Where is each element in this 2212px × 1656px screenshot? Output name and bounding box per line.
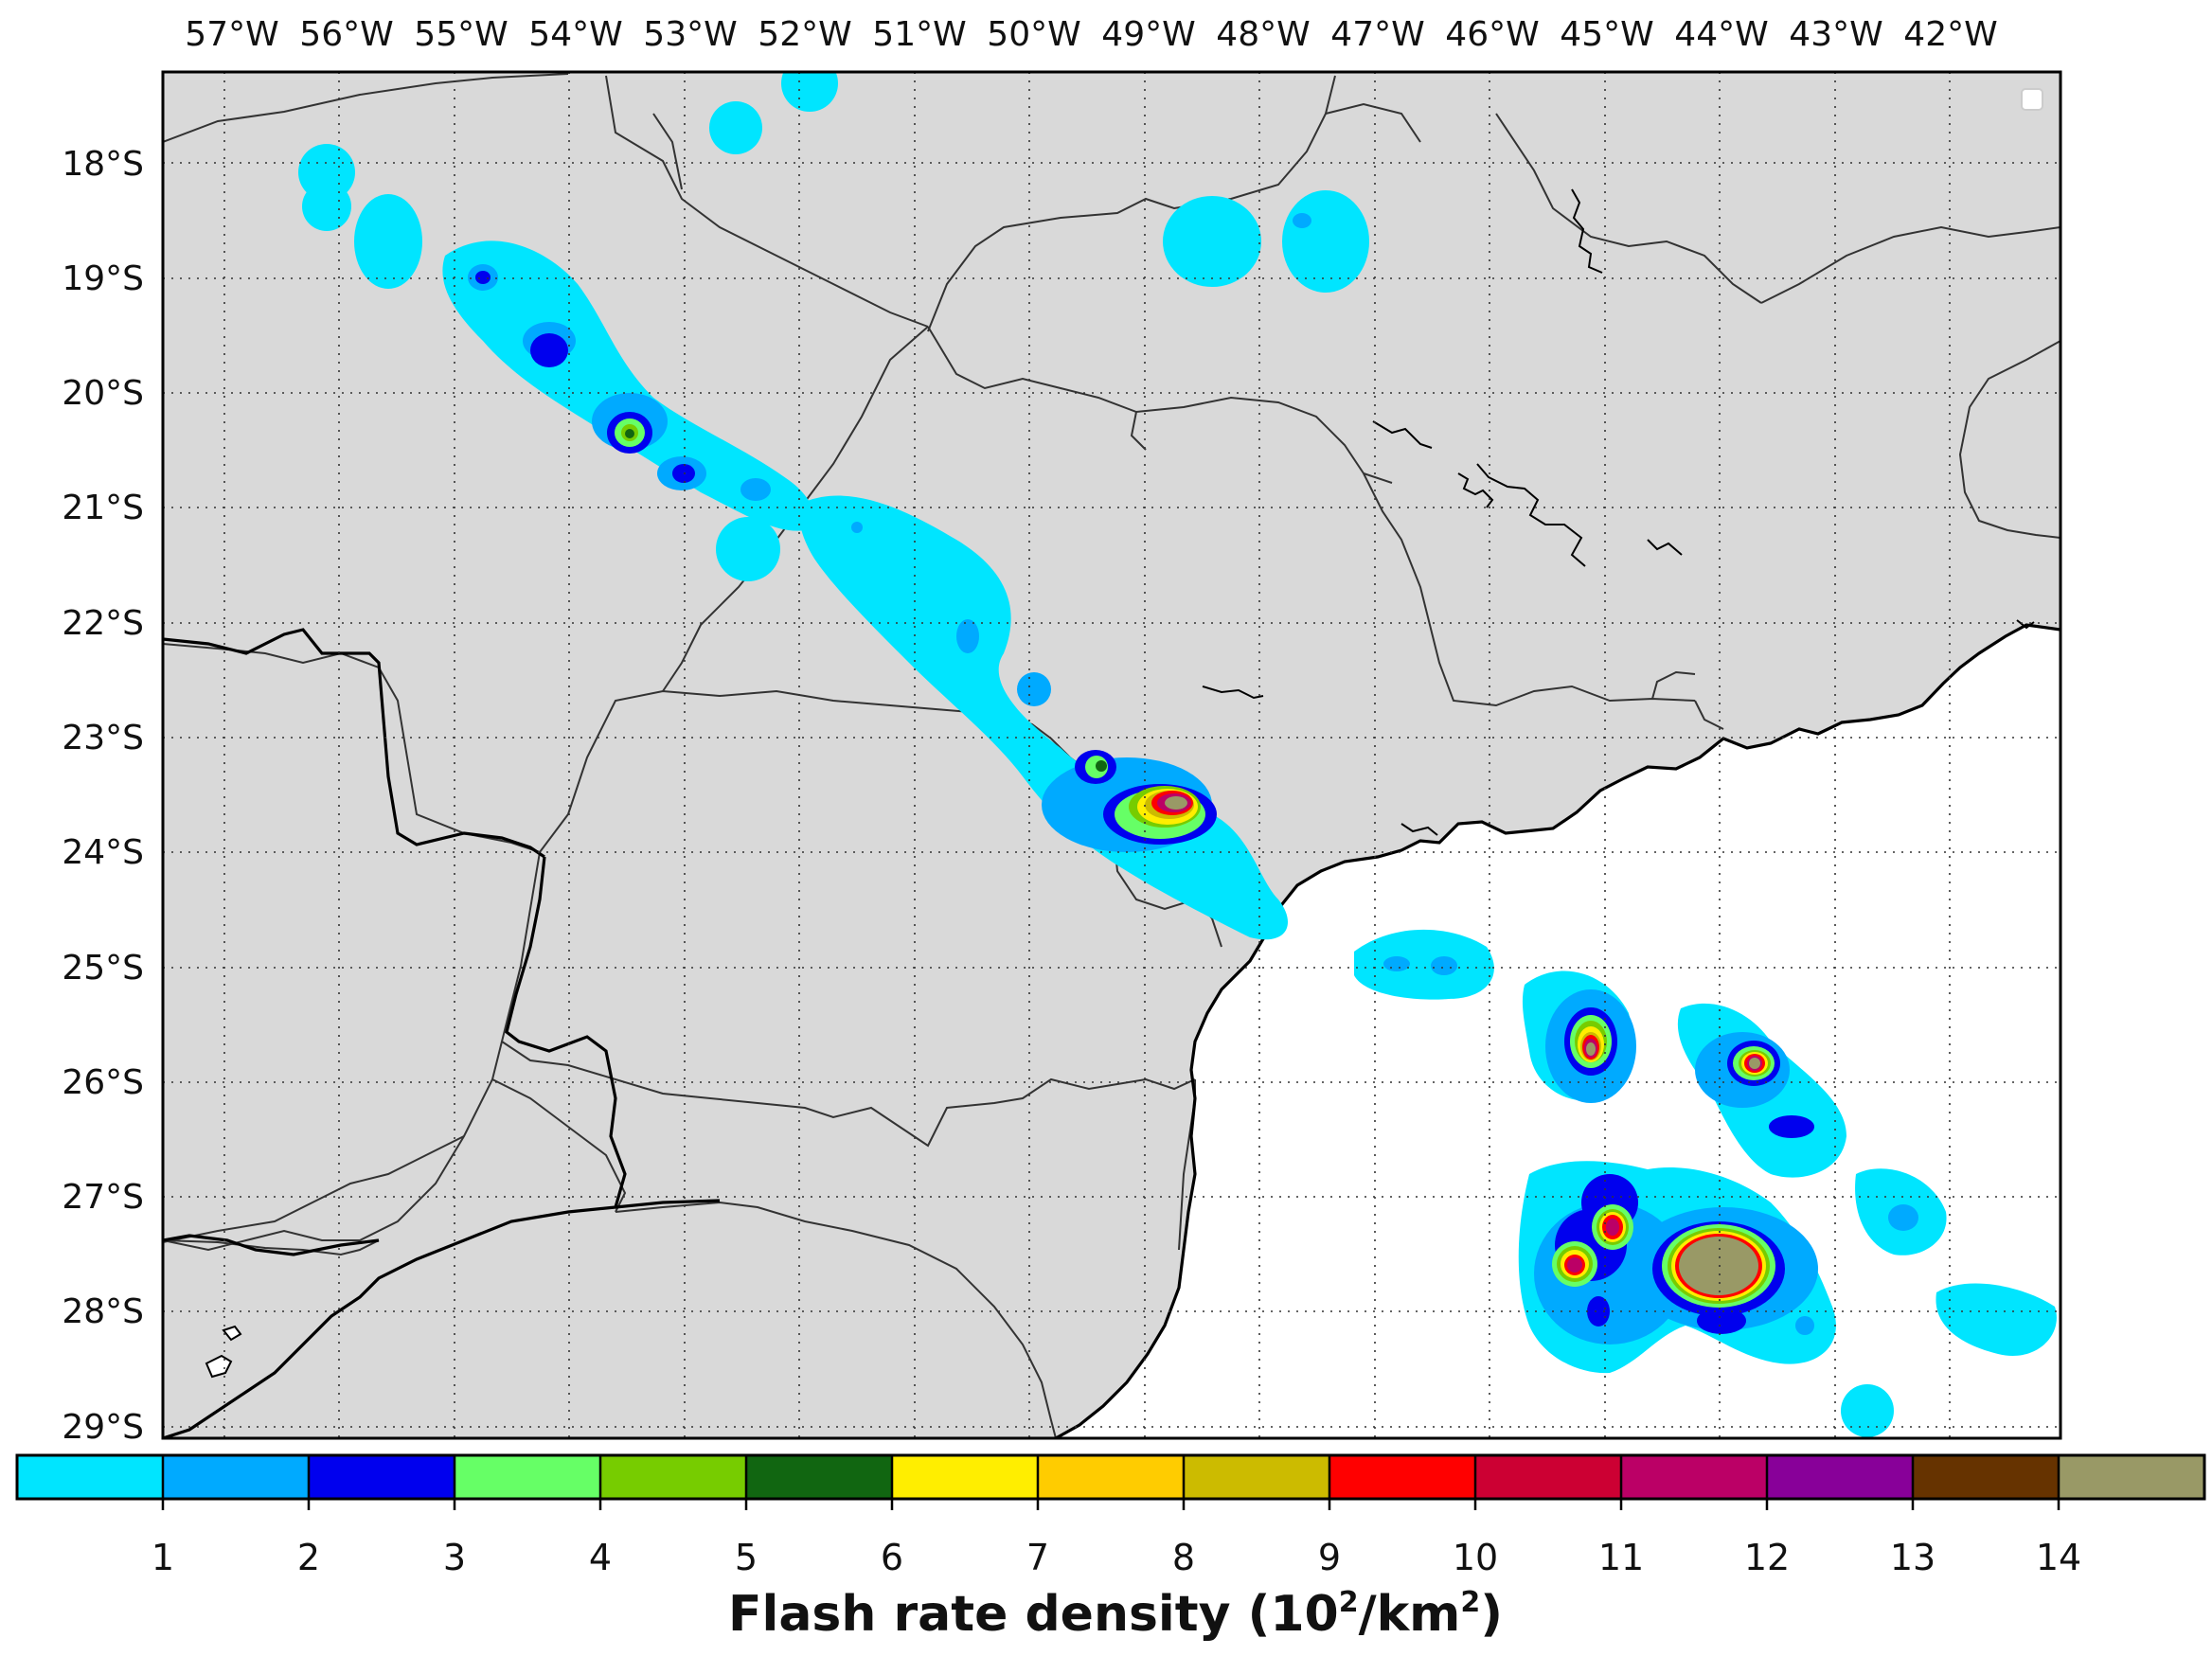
- coastline: [1055, 623, 2060, 1438]
- lon-label: 50°W: [987, 15, 1080, 54]
- lon-label: 55°W: [414, 15, 508, 54]
- lon-label: 51°W: [872, 15, 966, 54]
- colorbar-tick-label: 6: [881, 1537, 903, 1578]
- colorbar-frame: [15, 1453, 2206, 1501]
- lon-label: 46°W: [1445, 15, 1539, 54]
- colorbar-title-mid: /km: [1359, 1586, 1461, 1643]
- colorbar-swatch: [1184, 1455, 1329, 1499]
- colorbar-swatch: [309, 1455, 455, 1499]
- colorbar-swatch: [600, 1455, 746, 1499]
- lon-label: 45°W: [1560, 15, 1653, 54]
- legend-box: [2021, 88, 2043, 111]
- colorbar-title-end: ): [1480, 1586, 1503, 1643]
- colorbar-tick-label: 12: [1744, 1537, 1790, 1578]
- lat-label: 19°S: [62, 259, 144, 298]
- colorbar-tick-label: 1: [152, 1537, 174, 1578]
- lat-label: 21°S: [62, 489, 144, 527]
- lat-label: 27°S: [62, 1178, 144, 1217]
- lon-label: 44°W: [1674, 15, 1768, 54]
- colorbar-swatch: [892, 1455, 1038, 1499]
- lon-labels: 57°W 56°W 55°W 54°W 53°W 52°W 51°W 50°W …: [185, 15, 1997, 54]
- colorbar-tick-label: 8: [1172, 1537, 1195, 1578]
- colorbar-tick-label: 2: [297, 1537, 320, 1578]
- lat-label: 20°S: [62, 374, 144, 413]
- colorbar: 1 2 3 4 5 6 7 8 9 10 11 12 13 14 Flash r…: [15, 1453, 2206, 1643]
- colorbar-tick-label: 10: [1453, 1537, 1498, 1578]
- colorbar-swatch: [746, 1455, 892, 1499]
- lon-label: 53°W: [643, 15, 737, 54]
- colorbar-swatches: [17, 1455, 2204, 1499]
- lon-label: 49°W: [1101, 15, 1195, 54]
- colorbar-ticks: [161, 1455, 2060, 1510]
- lon-label: 52°W: [758, 15, 851, 54]
- lat-label: 24°S: [62, 833, 144, 872]
- lake: [222, 1325, 242, 1342]
- colorbar-swatch: [1621, 1455, 1767, 1499]
- colorbar-tick-labels: 1 2 3 4 5 6 7 8 9 10 11 12 13 14: [152, 1537, 2081, 1578]
- lon-label: 56°W: [299, 15, 393, 54]
- colorbar-title-sup: 2: [1339, 1586, 1359, 1619]
- colorbar-tick-label: 14: [2036, 1537, 2081, 1578]
- colorbar-swatch: [1767, 1455, 1913, 1499]
- colorbar-tick-label: 9: [1318, 1537, 1341, 1578]
- colorbar-tick-label: 5: [735, 1537, 758, 1578]
- country-borders: [163, 628, 721, 1438]
- lat-label: 29°S: [62, 1408, 144, 1447]
- colorbar-swatch: [2059, 1455, 2204, 1499]
- colorbar-swatch: [1475, 1455, 1621, 1499]
- colorbar-tick-label: 3: [443, 1537, 466, 1578]
- map-frame: [161, 70, 2062, 1440]
- gridlines: [163, 72, 2060, 1438]
- colorbar-title-main: Flash rate density (10: [728, 1586, 1339, 1643]
- colorbar-swatch: [1913, 1455, 2059, 1499]
- colorbar-title-sup: 2: [1460, 1586, 1480, 1619]
- lat-label: 18°S: [62, 145, 144, 184]
- lon-label: 47°W: [1330, 15, 1424, 54]
- lat-label: 26°S: [62, 1063, 144, 1102]
- reservoirs: [1202, 188, 2035, 836]
- state-borders: [163, 73, 2060, 1438]
- colorbar-swatch: [163, 1455, 309, 1499]
- colorbar-tick-label: 11: [1598, 1537, 1644, 1578]
- flash-contours: [298, 72, 2057, 1437]
- level-14-regions: [1165, 796, 1760, 1295]
- lon-label: 43°W: [1789, 15, 1882, 54]
- lat-labels: 18°S 19°S 20°S 21°S 22°S 23°S 24°S 25°S …: [62, 145, 144, 1447]
- colorbar-swatch: [17, 1455, 163, 1499]
- lat-label: 25°S: [62, 949, 144, 988]
- lon-label: 57°W: [185, 15, 278, 54]
- map-area: [163, 72, 2060, 1438]
- lon-label: 42°W: [1903, 15, 1997, 54]
- lat-label: 28°S: [62, 1292, 144, 1331]
- lat-label: 23°S: [62, 719, 144, 757]
- colorbar-swatch: [1329, 1455, 1475, 1499]
- lon-label: 54°W: [528, 15, 622, 54]
- lat-label: 22°S: [62, 604, 144, 643]
- colorbar-title: Flash rate density (102/km2): [728, 1586, 1503, 1643]
- colorbar-tick-label: 13: [1890, 1537, 1936, 1578]
- lon-label: 48°W: [1216, 15, 1310, 54]
- level-6-regions: [625, 429, 1107, 772]
- lake: [205, 1354, 233, 1379]
- colorbar-tick-label: 7: [1026, 1537, 1049, 1578]
- colorbar-swatch: [455, 1455, 600, 1499]
- colorbar-swatch: [1038, 1455, 1184, 1499]
- colorbar-tick-label: 4: [589, 1537, 612, 1578]
